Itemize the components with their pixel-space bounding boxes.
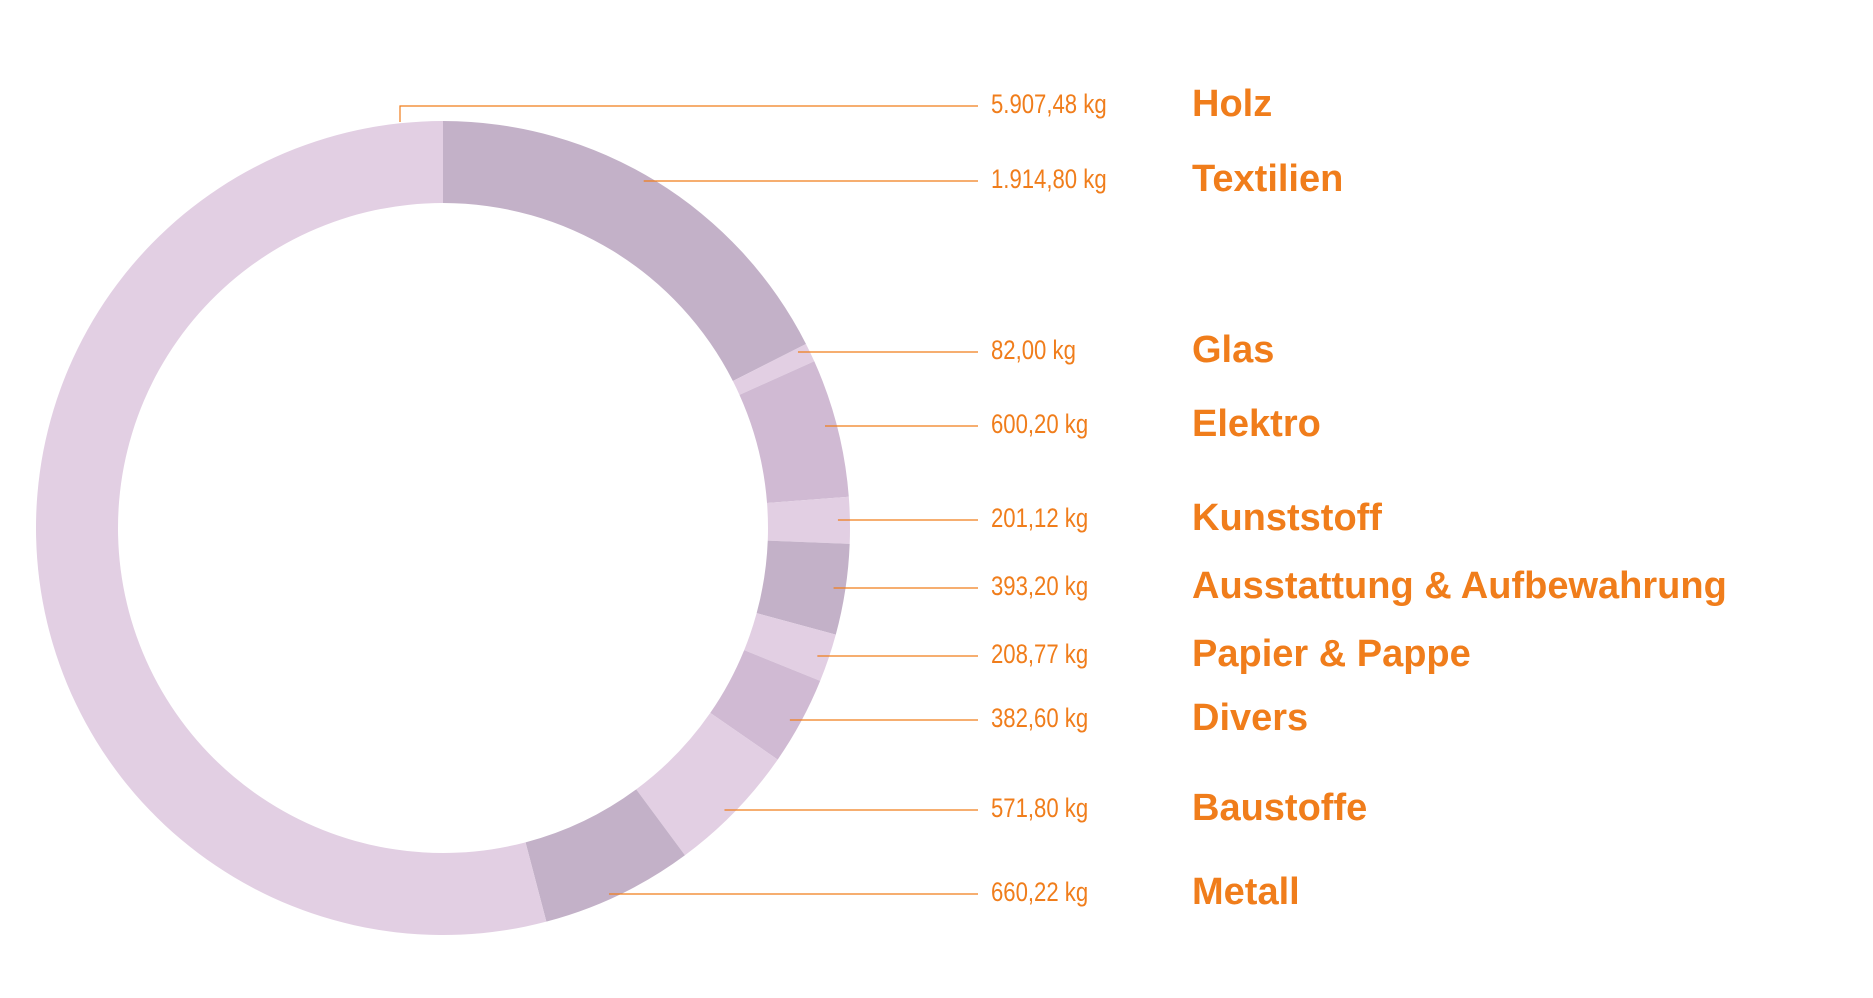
value-label: 5.907,48 kg bbox=[991, 90, 1107, 120]
legend-label: Ausstattung & Aufbewahrung bbox=[1192, 565, 1727, 607]
legend-label: Divers bbox=[1192, 697, 1308, 739]
value-label: 208,77 kg bbox=[991, 640, 1088, 670]
legend-label: Metall bbox=[1192, 871, 1300, 913]
leader-line bbox=[399, 105, 978, 122]
legend-label: Kunststoff bbox=[1192, 497, 1382, 539]
value-label: 82,00 kg bbox=[991, 336, 1076, 366]
donut-segment bbox=[710, 650, 821, 760]
donut-segment bbox=[744, 613, 836, 681]
donut-segment bbox=[767, 496, 851, 544]
value-label: 571,80 kg bbox=[991, 794, 1088, 824]
value-label: 600,20 kg bbox=[991, 410, 1088, 440]
donut-segment bbox=[525, 789, 685, 922]
legend-label: Holz bbox=[1192, 83, 1272, 125]
value-label: 201,12 kg bbox=[991, 504, 1088, 534]
donut-segment bbox=[636, 712, 778, 856]
value-label: 382,60 kg bbox=[991, 704, 1088, 734]
donut-segment bbox=[732, 343, 815, 395]
legend-label: Elektro bbox=[1192, 403, 1321, 445]
donut-segment bbox=[443, 121, 807, 382]
donut-segment bbox=[739, 361, 849, 504]
legend-label: Baustoffe bbox=[1192, 787, 1367, 829]
value-label: 1.914,80 kg bbox=[991, 165, 1107, 195]
legend-label: Papier & Pappe bbox=[1192, 633, 1471, 675]
donut-segment bbox=[756, 540, 850, 635]
legend-label: Glas bbox=[1192, 329, 1274, 371]
value-label: 660,22 kg bbox=[991, 878, 1088, 908]
legend-label: Textilien bbox=[1192, 158, 1343, 200]
donut-segment bbox=[36, 121, 547, 935]
value-label: 393,20 kg bbox=[991, 572, 1088, 602]
